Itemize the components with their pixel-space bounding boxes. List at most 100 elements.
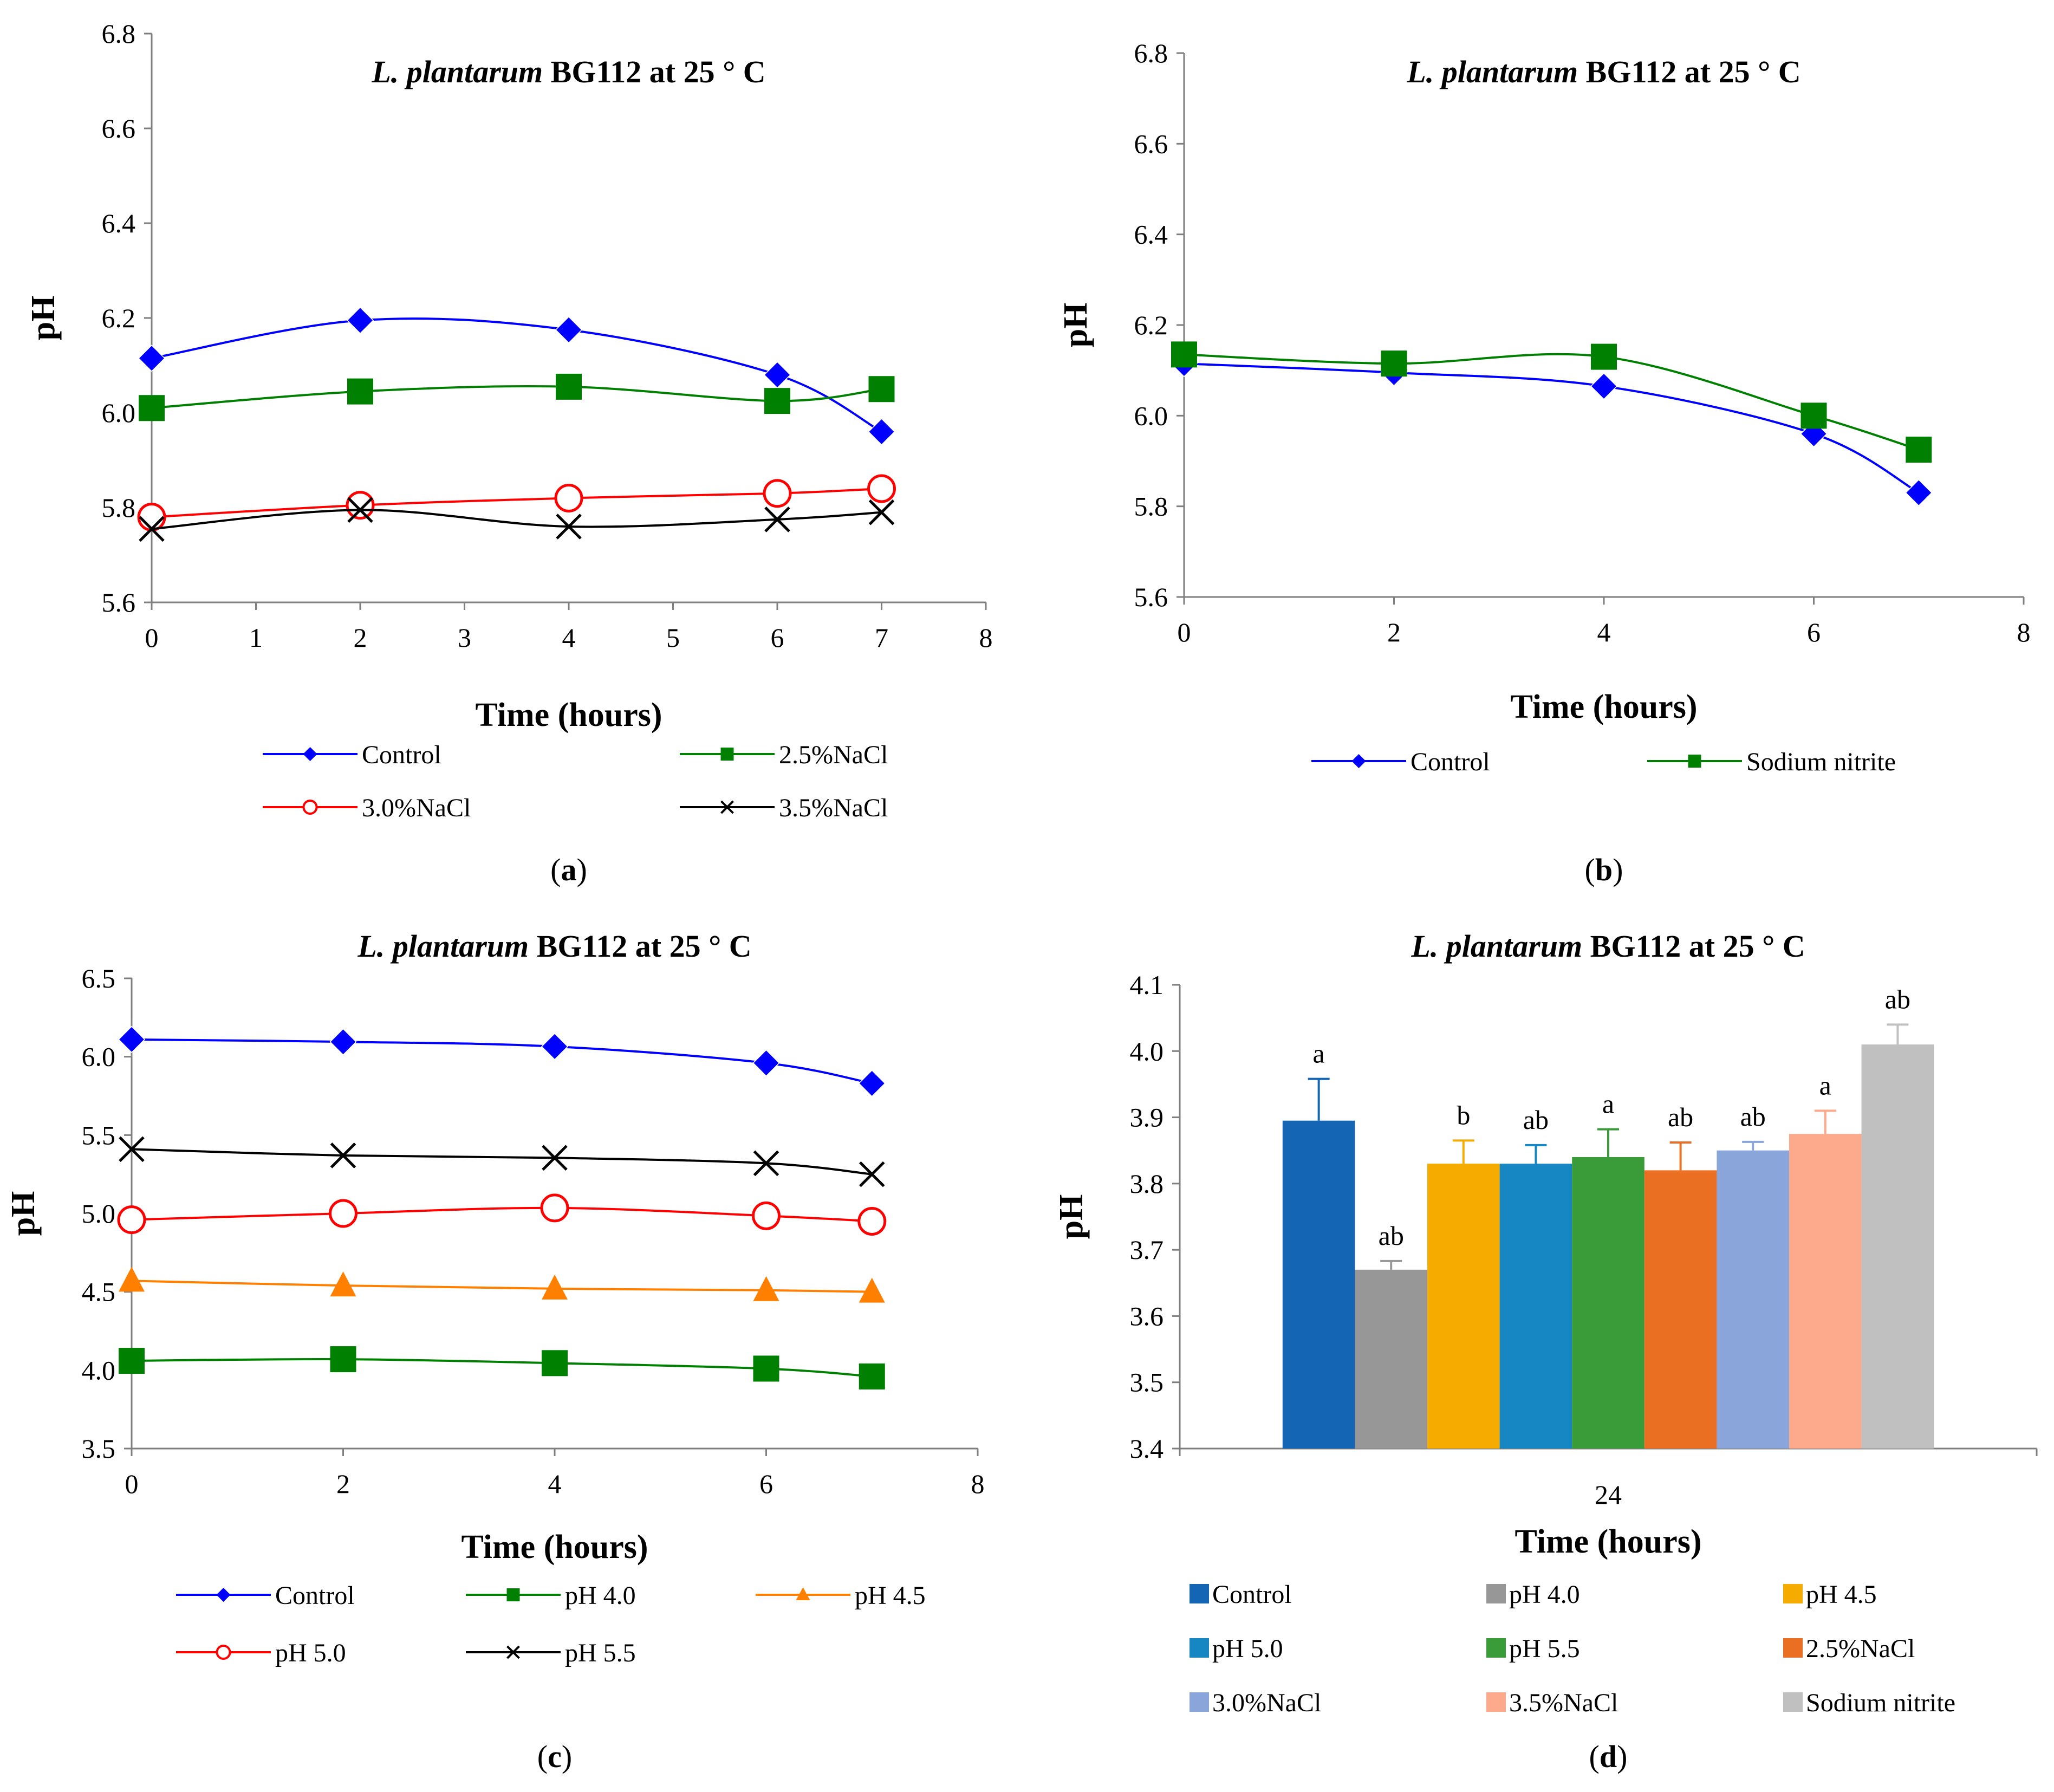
chart-a-series-2-point-2 [554, 484, 583, 512]
chart-c-series-line-4 [131, 1148, 872, 1176]
chart-d-legend-item-2: pH 4.5 [1783, 1580, 1877, 1609]
chart-c-title-species: L. plantarum [357, 929, 529, 964]
chart-c-series-1-point-1 [330, 1346, 356, 1373]
chart-d-legend-swatch [1486, 1692, 1506, 1712]
chart-c-series-4-point-1 [330, 1142, 356, 1168]
chart-c-series-2-point-4 [859, 1277, 885, 1303]
chart-c-legend-marker [506, 1588, 520, 1601]
chart-a-series-line-0 [151, 317, 882, 433]
chart-a-title-strain: BG112 at 25 ° C [543, 54, 766, 89]
chart-b-series-1-point-4 [1906, 437, 1932, 463]
chart-a-series-0-point-2 [555, 316, 583, 343]
chart-c-series-0-point-3 [752, 1049, 780, 1077]
chart-a-series-3-point-1 [347, 497, 373, 523]
chart-a-x-tick-label: 6 [771, 622, 784, 653]
chart-c-y-tick-label: 5.0 [82, 1198, 116, 1229]
chart-c-legend-marker [216, 1588, 231, 1602]
chart-d-bar-label-5: ab [1668, 1102, 1693, 1132]
chart-c-series-line-3 [131, 1206, 872, 1223]
chart-d-error-bar-8 [1887, 1023, 1909, 1045]
chart-panel-d: L. plantarum BG112 at 25 ° C 3.4 3.5 3.6 3.7… [1027, 896, 2054, 1792]
chart-c-legend-item-1: pH 4.0 [466, 1581, 636, 1610]
chart-c-series-1-point-2 [542, 1350, 568, 1377]
chart-a-x-tick-label: 3 [458, 622, 471, 653]
chart-a-y-label: pH [25, 296, 62, 341]
chart-c-legend-label: Control [275, 1581, 355, 1610]
chart-b-y-tick-label: 6.8 [1134, 38, 1168, 68]
chart-c-series-2-point-3 [753, 1276, 779, 1301]
chart-d-y-tick-label: 3.4 [1130, 1433, 1164, 1464]
chart-c-title-strain: BG112 at 25 ° C [529, 929, 752, 964]
chart-b-title-species: L. plantarum [1406, 54, 1578, 89]
chart-c-legend-marker [216, 1645, 231, 1660]
chart-d-error-bar-6 [1742, 1140, 1764, 1151]
chart-b-x-tick-label: 6 [1807, 617, 1821, 647]
chart-b-y-label: pH [1057, 303, 1094, 348]
chart-b-series-1-point-0 [1171, 341, 1197, 368]
chart-a-series-1-point-0 [139, 395, 165, 421]
chart-a-title: L. plantarum BG112 at 25 ° C [371, 54, 765, 89]
chart-c-y-tick-label: 5.5 [82, 1120, 116, 1150]
chart-d-bar-2 [1427, 1164, 1500, 1449]
chart-b-legend-item-0: Control [1311, 748, 1490, 776]
chart-d-bar-0 [1282, 1120, 1355, 1449]
chart-a-legend-marker [302, 800, 318, 815]
chart-d-title-strain: BG112 at 25 ° C [1582, 929, 1805, 964]
chart-c-title: L. plantarum BG112 at 25 ° C [357, 929, 751, 964]
chart-c-series-4-point-3 [753, 1150, 779, 1177]
chart-d-legend-item-6: 3.0%NaCl [1190, 1689, 1321, 1717]
chart-c-series-0-point-1 [329, 1028, 357, 1056]
chart-b-x-tick-label: 2 [1387, 617, 1401, 647]
chart-d-legend-swatch [1486, 1584, 1506, 1603]
chart-d-x-label: Time (hours) [1514, 1523, 1701, 1560]
chart-c-series-0-point-2 [541, 1033, 569, 1060]
chart-d-bar-7 [1789, 1134, 1862, 1449]
chart-d-error-bar-7 [1814, 1109, 1836, 1134]
chart-c-legend-label: pH 4.0 [565, 1581, 636, 1610]
chart-d-bar-4 [1572, 1157, 1644, 1449]
chart-b-panel-label: (b) [1585, 852, 1623, 887]
chart-a-legend-marker [720, 748, 734, 761]
chart-d-bar-label-1: ab [1379, 1220, 1404, 1251]
chart-d-y-tick-label: 4.1 [1130, 970, 1164, 1000]
chart-a-legend-item-0: Control [263, 741, 441, 769]
chart-a-series-1-point-4 [868, 376, 895, 402]
chart-a-x-tick-label: 0 [145, 622, 159, 653]
chart-c-y-tick-label: 3.5 [82, 1433, 116, 1464]
chart-d-legend-label: 3.5%NaCl [1509, 1689, 1618, 1717]
chart-a-series-2-point-3 [763, 479, 792, 508]
chart-d-bar-1 [1355, 1269, 1428, 1449]
chart-d-error-bar-5 [1669, 1141, 1692, 1171]
chart-c-series-3-point-0 [117, 1205, 146, 1235]
chart-c-series-3-point-2 [540, 1193, 569, 1223]
chart-a-legend-marker [720, 800, 734, 814]
chart-d-bar-6 [1717, 1150, 1789, 1449]
chart-d-legend-label: pH 5.0 [1212, 1634, 1283, 1663]
chart-c-legend-label: pH 5.5 [565, 1639, 636, 1667]
chart-d-y-label: pH [1053, 1194, 1090, 1239]
chart-a-series-line-3 [151, 509, 882, 530]
chart-d-legend-label: 3.0%NaCl [1212, 1689, 1321, 1717]
chart-a-legend-label: Control [362, 741, 441, 769]
chart-a-legend-item-2: 3.0%NaCl [263, 794, 471, 822]
chart-c-y-tick-label: 6.5 [82, 963, 116, 994]
chart-d-legend-swatch [1783, 1638, 1803, 1658]
chart-d-legend-swatch [1190, 1584, 1209, 1603]
chart-c-legend-label: pH 5.0 [275, 1639, 346, 1667]
chart-c-legend-marker [506, 1645, 520, 1659]
chart-b-series-1-point-1 [1381, 350, 1407, 377]
chart-a-y-tick-label: 6.4 [102, 208, 136, 238]
chart-d-error-bar-2 [1452, 1139, 1474, 1164]
chart-b-y-tick-label: 6.2 [1134, 310, 1168, 340]
chart-d-legend-label: pH 5.5 [1509, 1634, 1580, 1663]
chart-a-y-tick-label: 6.2 [102, 303, 136, 333]
chart-d-bar-label-4: a [1602, 1089, 1614, 1119]
chart-a-series-1-point-1 [347, 378, 373, 405]
chart-d-bar-label-3: ab [1523, 1105, 1549, 1135]
chart-c-series-4-point-0 [119, 1136, 145, 1163]
chart-b-y-tick-label: 6.4 [1134, 219, 1168, 250]
chart-panel-a: L. plantarum BG112 at 25 ° C 5.6 5.8 6.0 6.2… [0, 0, 1027, 896]
chart-b-series-1-point-3 [1800, 402, 1827, 429]
chart-c-x-tick-label: 0 [125, 1469, 139, 1499]
chart-c-legend-label: pH 4.5 [855, 1581, 926, 1610]
